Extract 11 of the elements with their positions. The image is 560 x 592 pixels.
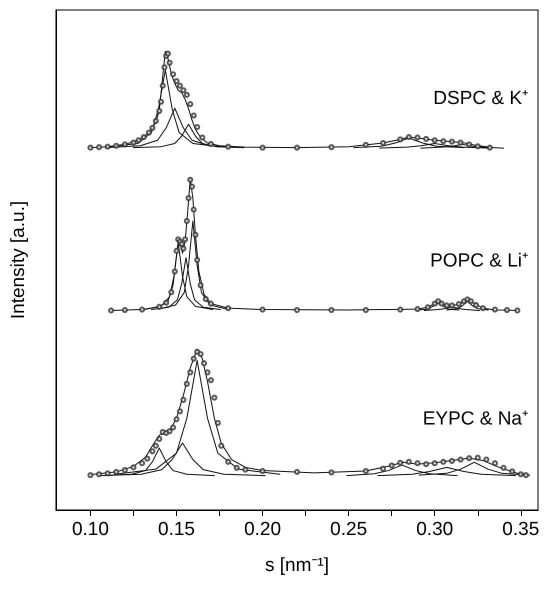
x-tick-label: 0.25 [330, 519, 368, 540]
series-label: POPC & Li⁺ [430, 250, 528, 272]
x-tick-label: 0.15 [158, 519, 195, 540]
series-label: EYPC & Na⁺ [422, 408, 528, 430]
series-label: DSPC & K⁺ [433, 88, 528, 110]
x-tick-label: 0.20 [244, 519, 282, 540]
y-axis-title: Intensity [a.u.] [8, 200, 29, 320]
x-tick-label: 0.30 [416, 519, 454, 540]
x-tick-label: 0.10 [72, 519, 109, 540]
x-axis-title: s [nm⁻¹] [264, 555, 330, 576]
x-tick-label: 0.35 [502, 519, 540, 540]
